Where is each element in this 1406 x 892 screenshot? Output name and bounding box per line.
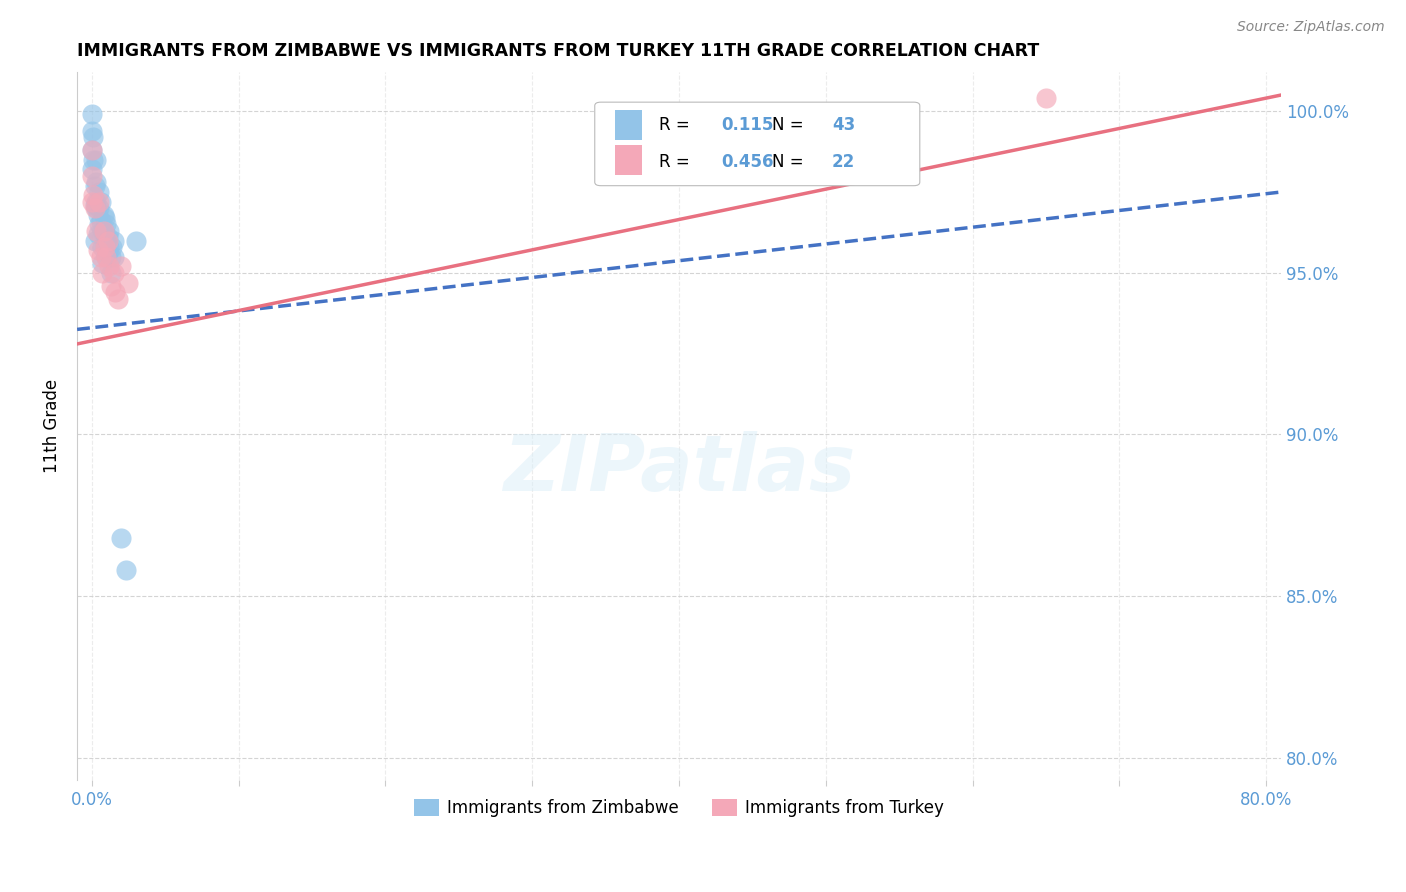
Point <box>110 260 132 274</box>
Point <box>103 266 125 280</box>
Point <box>103 234 125 248</box>
Point <box>82 130 104 145</box>
Point <box>84 224 107 238</box>
Point <box>82 188 104 202</box>
Point <box>91 224 114 238</box>
Text: N =: N = <box>772 116 808 134</box>
Point <box>100 278 122 293</box>
Bar <box>616 145 641 175</box>
Point <box>93 224 115 238</box>
Point <box>80 162 103 177</box>
Text: IMMIGRANTS FROM ZIMBABWE VS IMMIGRANTS FROM TURKEY 11TH GRADE CORRELATION CHART: IMMIGRANTS FROM ZIMBABWE VS IMMIGRANTS F… <box>77 42 1039 60</box>
Point <box>101 240 124 254</box>
Text: N =: N = <box>772 153 808 171</box>
Point <box>96 218 118 232</box>
Point <box>107 292 129 306</box>
Point <box>97 234 120 248</box>
Text: 0.456: 0.456 <box>721 153 773 171</box>
Point <box>117 276 139 290</box>
Point <box>100 250 122 264</box>
Point <box>94 211 117 225</box>
Point <box>91 256 114 270</box>
Point <box>94 240 117 254</box>
Text: ZIPatlas: ZIPatlas <box>503 431 855 507</box>
Point <box>110 531 132 545</box>
Point <box>86 243 108 257</box>
Point <box>83 201 105 215</box>
Point <box>80 169 103 183</box>
Point <box>98 224 121 238</box>
Point <box>87 218 110 232</box>
Point <box>125 234 148 248</box>
Point <box>96 250 118 264</box>
Point <box>91 266 114 280</box>
Point <box>83 198 105 212</box>
Point <box>87 185 110 199</box>
Point <box>87 201 110 215</box>
Point <box>87 194 110 209</box>
Point <box>91 240 114 254</box>
Y-axis label: 11th Grade: 11th Grade <box>44 379 60 474</box>
Point <box>96 250 118 264</box>
Point <box>104 285 127 300</box>
Point <box>84 153 107 167</box>
Point <box>90 194 112 209</box>
Point <box>96 234 118 248</box>
Point <box>90 250 112 264</box>
Point <box>98 240 121 254</box>
Text: 0.115: 0.115 <box>721 116 773 134</box>
Point <box>80 123 103 137</box>
FancyBboxPatch shape <box>595 103 920 186</box>
Point <box>114 563 136 577</box>
Text: Source: ZipAtlas.com: Source: ZipAtlas.com <box>1237 20 1385 34</box>
Point <box>84 175 107 189</box>
Point <box>80 194 103 209</box>
Point <box>84 194 107 209</box>
Text: 22: 22 <box>832 153 855 171</box>
Point <box>100 266 122 280</box>
Text: 43: 43 <box>832 116 855 134</box>
Point <box>97 230 120 244</box>
Point <box>83 234 105 248</box>
Point <box>82 153 104 167</box>
Point <box>93 208 115 222</box>
Point <box>103 250 125 264</box>
Point <box>93 224 115 238</box>
Point <box>80 143 103 157</box>
Text: R =: R = <box>658 116 695 134</box>
Point <box>86 208 108 222</box>
Legend: Immigrants from Zimbabwe, Immigrants from Turkey: Immigrants from Zimbabwe, Immigrants fro… <box>405 790 953 825</box>
Point <box>80 107 103 121</box>
Point <box>1035 91 1057 105</box>
Point <box>97 246 120 260</box>
Text: R =: R = <box>658 153 695 171</box>
Point <box>90 214 112 228</box>
Point <box>84 201 107 215</box>
Point <box>80 143 103 157</box>
Point <box>98 260 121 274</box>
Point <box>83 178 105 193</box>
Bar <box>616 110 641 140</box>
Point <box>94 240 117 254</box>
Point <box>94 227 117 241</box>
Point <box>86 227 108 241</box>
